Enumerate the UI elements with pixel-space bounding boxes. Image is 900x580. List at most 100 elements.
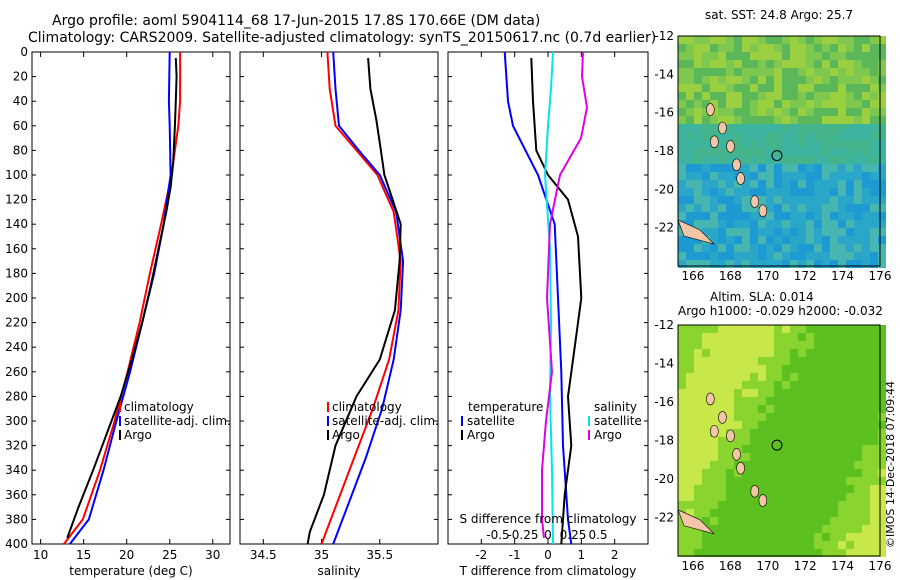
sst-map-cell [782, 244, 790, 252]
sla-map-cell [686, 469, 694, 477]
sla-map-cell [854, 437, 862, 445]
sst-map-cell [862, 260, 870, 268]
sla-map-cell [862, 349, 870, 357]
sla-map-cell [734, 533, 742, 541]
depth-tick-label: 400 [5, 537, 28, 551]
sst-map-cell [710, 220, 718, 228]
sst-map-cell [846, 172, 854, 180]
sst-map-cell [782, 108, 790, 116]
sla-map-cell [846, 525, 854, 533]
sst-map-cell [798, 124, 806, 132]
sla-map-cell [790, 517, 798, 525]
sla-map-cell [726, 485, 734, 493]
sla-map-cell [822, 461, 830, 469]
sst-map-cell [862, 172, 870, 180]
sst-map-cell [726, 84, 734, 92]
sst-map-cell [862, 60, 870, 68]
sla-map-cell [686, 349, 694, 357]
sst-map-cell [718, 196, 726, 204]
sla-map-cell [854, 373, 862, 381]
sla-map-cell [838, 501, 846, 509]
sla-map-cell [862, 413, 870, 421]
sst-map-cell [870, 188, 878, 196]
sla-map-cell [878, 333, 886, 341]
sst-map-cell [710, 148, 718, 156]
sst-map-cell [750, 156, 758, 164]
sla-map-cell [846, 477, 854, 485]
sst-map-cell [710, 116, 718, 124]
sla-map-cell [702, 477, 710, 485]
sst-map-cell [822, 148, 830, 156]
sla-map-cell [758, 397, 766, 405]
sst-map-cell [734, 100, 742, 108]
sla-map-cell [854, 381, 862, 389]
sst-map-cell [718, 188, 726, 196]
sst-map-cell [718, 180, 726, 188]
sla-map-cell [846, 373, 854, 381]
sla-map-cell [878, 485, 886, 493]
sla-map-cell [862, 405, 870, 413]
sla-map-cell [806, 525, 814, 533]
sst-map-cell [790, 212, 798, 220]
sst-map-cell [806, 156, 814, 164]
sst-lat-label: -16 [654, 106, 674, 120]
sla-map-cell [742, 381, 750, 389]
sla-map-cell [838, 397, 846, 405]
sst-map-cell [822, 140, 830, 148]
sst-map-cell [846, 132, 854, 140]
sst-map-cell [806, 116, 814, 124]
sla-map-cell [678, 445, 686, 453]
sla-map-cell [694, 365, 702, 373]
sla-map-cell [726, 357, 734, 365]
sla-map-cell [854, 357, 862, 365]
sla-map-cell [702, 469, 710, 477]
sst-map-cell [766, 244, 774, 252]
sla-map-cell [774, 469, 782, 477]
depth-tick-label: 180 [5, 266, 28, 280]
sst-map-cell [758, 172, 766, 180]
sla-map-cell [774, 405, 782, 413]
sla-map-cell [870, 533, 878, 541]
sla-map-cell [774, 357, 782, 365]
sla-map-cell [870, 525, 878, 533]
sla-map-cell [790, 469, 798, 477]
sst-map-cell [814, 180, 822, 188]
sst-map-cell [822, 116, 830, 124]
sst-map-cell [838, 76, 846, 84]
sla-map-cell [686, 325, 694, 333]
sla-map-cell [830, 405, 838, 413]
sla-map-cell [830, 453, 838, 461]
sla-map-cell [742, 413, 750, 421]
sla-map-cell [822, 349, 830, 357]
sst-map-cell [878, 36, 886, 44]
sla-map-cell [774, 341, 782, 349]
sla-map-cell [734, 525, 742, 533]
sst-map-cell [702, 148, 710, 156]
sla-map-cell [710, 341, 718, 349]
sla-map-cell [702, 437, 710, 445]
title-line-2: Climatology: CARS2009. Satellite-adjuste… [28, 30, 657, 46]
sst-map-cell [862, 68, 870, 76]
sla-map-cell [726, 381, 734, 389]
sla-map-cell [734, 485, 742, 493]
sst-map-cell [798, 116, 806, 124]
sst-map-cell [846, 52, 854, 60]
sst-lon-label: 174 [831, 269, 854, 283]
sla-map-cell [830, 469, 838, 477]
depth-tick-label: 20 [13, 70, 28, 84]
depth-tick-label: 40 [13, 94, 28, 108]
sla-map-cell [790, 421, 798, 429]
sla-map-cell [678, 341, 686, 349]
sst-map-cell [822, 212, 830, 220]
sla-map-cell [726, 445, 734, 453]
sla-map-cell [694, 445, 702, 453]
sla-map-cell [782, 501, 790, 509]
sst-map-cell [686, 196, 694, 204]
sst-map-cell [702, 164, 710, 172]
sla-map-cell [822, 501, 830, 509]
sla-map-cell [830, 445, 838, 453]
sst-map-cell [694, 44, 702, 52]
sst-map-cell [806, 228, 814, 236]
sst-map-cell [750, 140, 758, 148]
sla-map-cell [742, 493, 750, 501]
